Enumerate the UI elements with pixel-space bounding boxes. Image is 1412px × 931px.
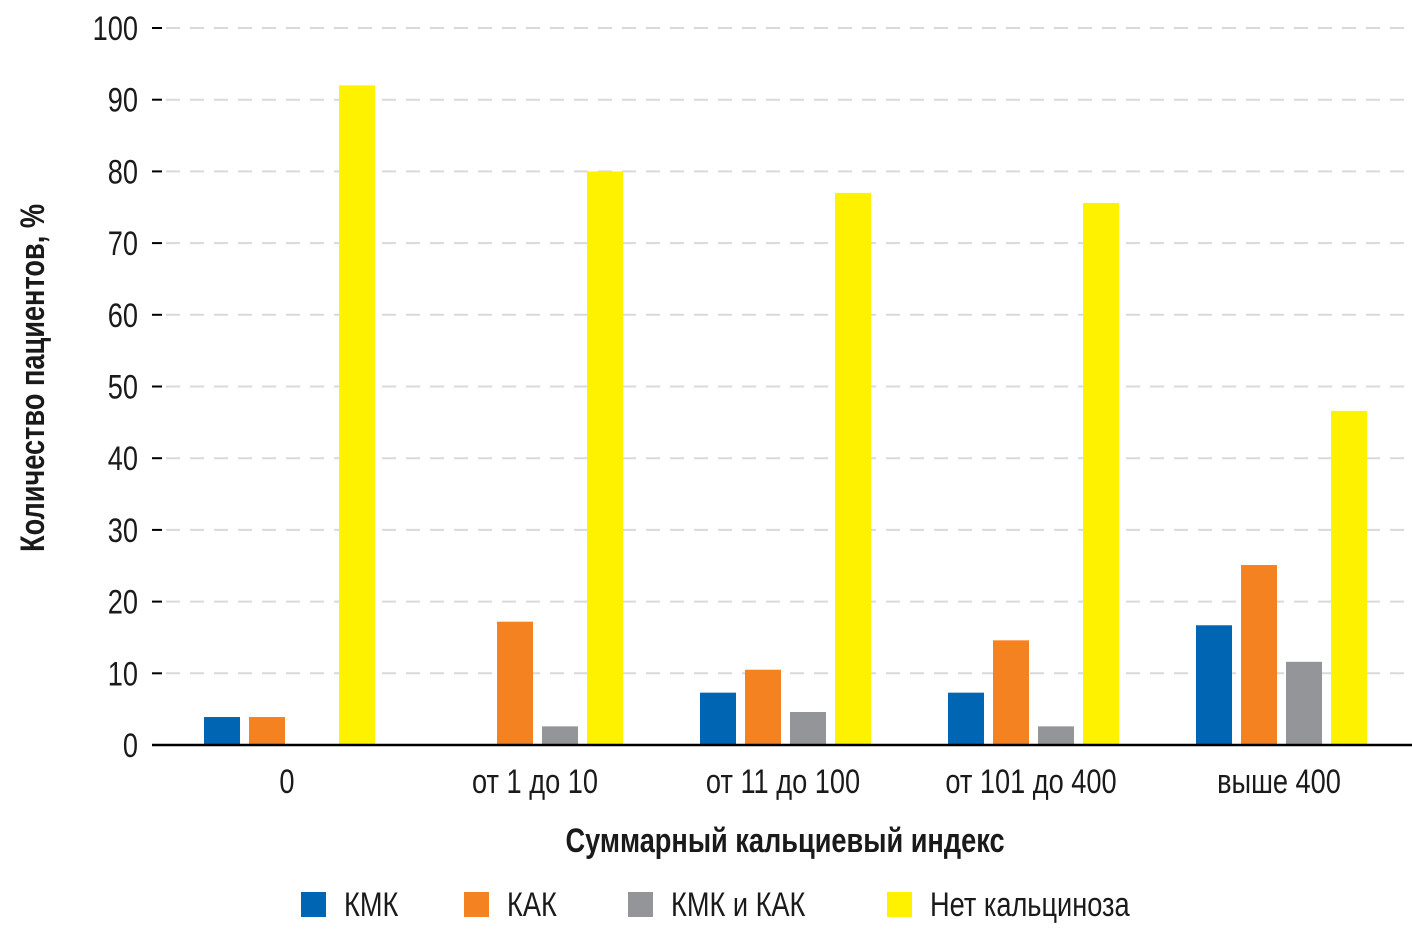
bar-4-3 [835, 192, 871, 745]
y-axis-label: Количество пациентов, % [13, 204, 52, 552]
legend-label: КАК [507, 885, 557, 924]
bar-1-1 [204, 717, 240, 745]
legend-swatch [887, 892, 912, 917]
bar-4-2 [587, 171, 623, 745]
bar-2-4 [993, 640, 1029, 745]
legend-swatch [628, 892, 653, 917]
bar-2-5 [1241, 565, 1277, 745]
legend-label: КМК и КАК [671, 885, 805, 924]
legend-label: Нет кальциноза [930, 885, 1130, 924]
y-tick-label: 100 [93, 9, 138, 48]
bar-1-4 [948, 692, 984, 745]
legend-label: КМК [344, 885, 398, 924]
y-tick-label: 40 [108, 439, 138, 478]
y-tick-label: 30 [108, 511, 138, 550]
x-tick-label: от 101 до 400 [945, 762, 1116, 801]
y-tick-label: 20 [108, 583, 138, 622]
y-tick-label: 90 [108, 81, 138, 120]
x-tick-label: 0 [279, 762, 294, 801]
y-axis-ticks: 0 10 20 30 40 50 60 70 80 90 100 [93, 9, 162, 765]
bar-3-2 [542, 726, 578, 745]
bar-1-3 [700, 692, 736, 745]
y-tick-label: 0 [123, 726, 138, 765]
bar-2-2 [497, 621, 533, 745]
bar-4-1 [339, 85, 375, 746]
x-tick-label: выше 400 [1217, 762, 1341, 801]
bar-3-4 [1038, 726, 1074, 745]
bar-1-5 [1196, 625, 1232, 745]
y-tick-label: 10 [108, 654, 138, 693]
y-tick-label: 60 [108, 296, 138, 335]
x-axis-tick-labels: 0 от 1 до 10 от 11 до 100 от 101 до 400 выше… [279, 762, 1340, 801]
y-tick-label: 80 [108, 152, 138, 191]
bar-3-5 [1286, 661, 1322, 745]
bars [204, 85, 1367, 746]
bar-4-5 [1331, 410, 1367, 745]
legend-swatch [464, 892, 489, 917]
x-tick-label: от 1 до 10 [472, 762, 598, 801]
bar-2-3 [745, 669, 781, 745]
bar-2-1 [249, 717, 285, 745]
x-axis-label: Суммарный кальциевый индекс [565, 821, 1004, 860]
x-tick-label: от 11 до 100 [706, 762, 860, 801]
legend: КМК КАК КМК и КАК Нет кальциноза [301, 885, 1130, 924]
y-tick-label: 50 [108, 368, 138, 407]
bar-3-3 [790, 712, 826, 745]
bar-4-4 [1083, 202, 1119, 745]
y-tick-label: 70 [108, 224, 138, 263]
legend-swatch [301, 892, 326, 917]
